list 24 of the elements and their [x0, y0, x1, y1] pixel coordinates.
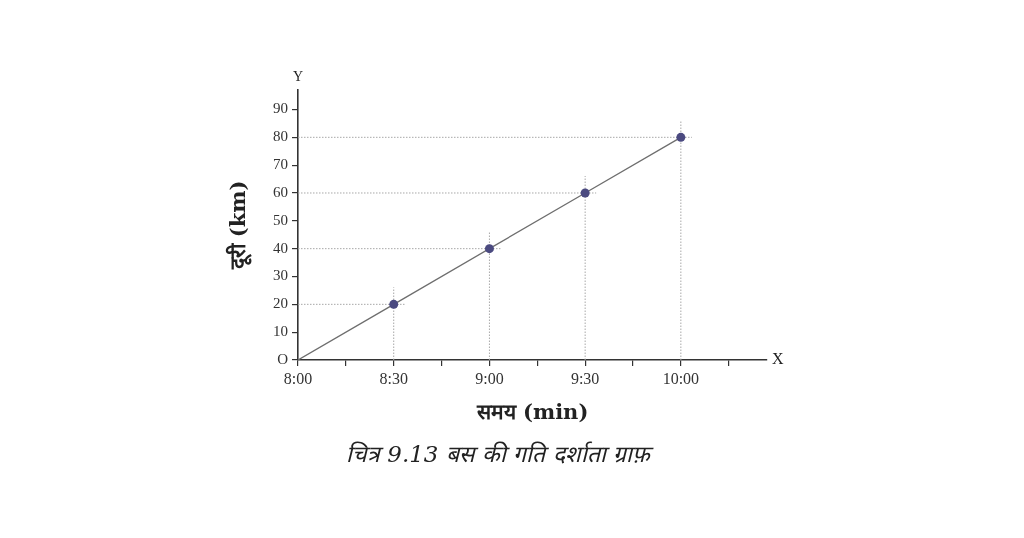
x-tick-label: 9:30 [570, 369, 600, 387]
y-tick-label: 80 [273, 128, 288, 145]
text: X [772, 350, 784, 368]
text: चित्र 9.13 बस की गति दर्शाता ग्राफ़ [345, 440, 655, 467]
text: Y [292, 68, 304, 84]
y-tick-label: 70 [273, 156, 288, 173]
x-tick-label: 8:00 [283, 369, 313, 387]
y-tick-label: 20 [273, 295, 288, 312]
y-tick-label: 60 [273, 183, 288, 200]
y-tick-label: 30 [273, 267, 288, 284]
x-axis-title: समय (min) [475, 398, 589, 424]
y-tick-label: 90 [273, 100, 288, 117]
y-axis-title: दूरी (km) [225, 180, 253, 271]
y-tick-label: O [277, 350, 289, 367]
point [580, 188, 590, 198]
x-tick-label: 9:00 [475, 369, 504, 387]
point [389, 299, 399, 309]
point [676, 132, 686, 142]
y-tick-label: 10 [273, 323, 288, 340]
y-tick-label: 50 [273, 211, 288, 228]
y-tick-label: 40 [273, 239, 288, 256]
x-tick-label: 10:00 [662, 369, 700, 387]
point [484, 244, 494, 254]
x-tick-label: 8:30 [379, 369, 408, 387]
